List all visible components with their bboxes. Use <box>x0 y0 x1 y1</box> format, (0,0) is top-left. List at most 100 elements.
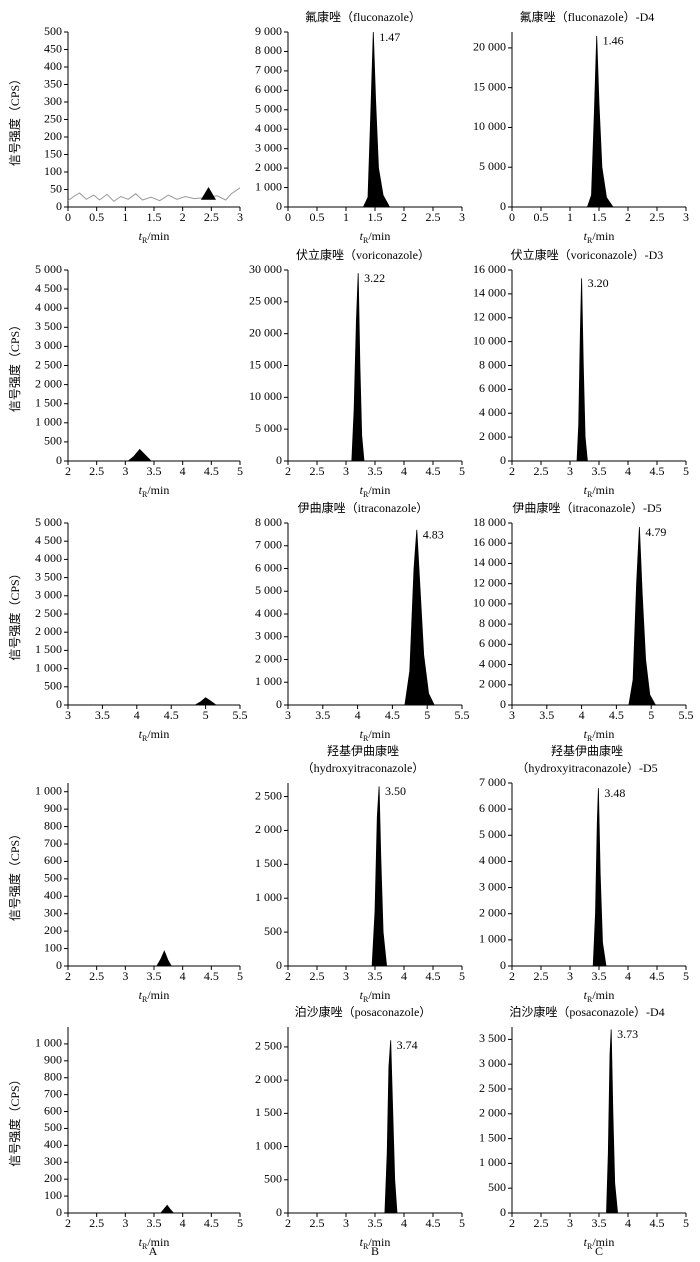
peak-label: 3.48 <box>604 786 625 800</box>
x-label-unit: /min <box>368 483 390 497</box>
x-tick-label: 3 <box>122 969 128 983</box>
x-tick-label: 5 <box>459 969 465 983</box>
x-tick-label: 5 <box>237 969 243 983</box>
y-tick-label: 4 000 <box>35 300 62 314</box>
x-tick-label: 1 <box>567 210 573 224</box>
x-tick-label: 5 <box>683 464 689 478</box>
y-tick-label: 2 000 <box>255 651 282 665</box>
y-tick-label: 800 <box>44 1069 62 1083</box>
x-tick-label: 4.5 <box>426 969 441 983</box>
y-tick-label: 0 <box>276 199 282 213</box>
y-tick-label: 0 <box>276 697 282 711</box>
y-tick-label: 0 <box>276 958 282 972</box>
x-tick-label: 4 <box>180 1216 186 1230</box>
x-tick-label: 4.5 <box>609 708 624 722</box>
x-tick-label: 4.5 <box>650 969 665 983</box>
y-tick-label: 800 <box>44 818 62 832</box>
y-tick-label: 1 000 <box>255 1138 282 1152</box>
x-tick-label: 3 <box>459 210 465 224</box>
y-tick-label: 7 000 <box>255 538 282 552</box>
y-tick-label: 9 000 <box>255 24 282 38</box>
chart-title: 伏立康唑（voriconazole） <box>296 247 430 262</box>
y-tick-label: 0 <box>500 199 506 213</box>
x-tick-label: 5 <box>424 708 430 722</box>
chart-title: 泊沙康唑（posaconazole） <box>295 1004 432 1019</box>
y-tick-label: 1 500 <box>255 856 282 870</box>
x-tick-label: 2 <box>509 464 515 478</box>
x-tick-label: 2 <box>65 1216 71 1230</box>
peak-area <box>68 950 240 967</box>
y-axis-label: 信号强度（CPS） <box>7 1073 22 1166</box>
x-tick-label: 4 <box>180 969 186 983</box>
x-tick-label: 2 <box>509 1216 515 1230</box>
x-axis-label: tR/min <box>584 727 615 743</box>
x-tick-label: 5 <box>683 1216 689 1230</box>
y-tick-label: 2 000 <box>479 677 506 691</box>
chart-title: （hydroxyitraconazole）-D5 <box>516 761 657 775</box>
y-tick-label: 4 000 <box>479 853 506 867</box>
x-tick-label: 5 <box>237 464 243 478</box>
x-tick-label: 4.5 <box>426 464 441 478</box>
y-tick-label: 4 000 <box>35 551 62 565</box>
x-tick-label: 3 <box>343 1216 349 1230</box>
peak-area <box>512 1029 686 1214</box>
x-label-symbol: t <box>360 727 364 741</box>
y-tick-label: 500 <box>264 924 282 938</box>
panel-label: B <box>371 1244 379 1258</box>
y-tick-label: 0 <box>500 453 506 467</box>
x-tick-label: 1.5 <box>368 210 383 224</box>
x-label-subscript: R <box>142 1242 148 1251</box>
y-tick-label: 1 500 <box>35 395 62 409</box>
y-tick-label: 25 000 <box>249 294 282 308</box>
y-tick-label: 1 000 <box>35 415 62 429</box>
x-label-symbol: t <box>360 229 364 243</box>
y-tick-label: 900 <box>44 1053 62 1067</box>
y-tick-label: 1 000 <box>35 783 62 797</box>
y-tick-label: 5 000 <box>255 583 282 597</box>
y-tick-label: 50 <box>50 181 62 195</box>
x-tick-label: 4 <box>401 1216 407 1230</box>
x-tick-label: 2.5 <box>204 210 219 224</box>
x-tick-label: 5.5 <box>679 708 694 722</box>
x-tick-label: 2.5 <box>310 969 325 983</box>
y-tick-label: 10 000 <box>473 119 506 133</box>
y-tick-label: 5 000 <box>479 159 506 173</box>
x-tick-label: 2.5 <box>534 969 549 983</box>
y-tick-label: 2 000 <box>479 905 506 919</box>
x-tick-label: 3 <box>343 464 349 478</box>
x-tick-label: 3.5 <box>147 464 162 478</box>
x-tick-label: 5 <box>203 708 209 722</box>
x-tick-label: 2.5 <box>534 1216 549 1230</box>
y-tick-label: 400 <box>44 1137 62 1151</box>
x-tick-label: 1.5 <box>592 210 607 224</box>
y-axis-label: 信号强度（CPS） <box>7 319 22 412</box>
x-label-symbol: t <box>584 727 588 741</box>
y-tick-label: 3 500 <box>479 1031 506 1045</box>
x-label-subscript: R <box>142 734 148 743</box>
y-tick-label: 500 <box>44 24 62 38</box>
x-tick-label: 2.5 <box>89 464 104 478</box>
y-tick-label: 5 000 <box>35 262 62 276</box>
y-tick-label: 18 000 <box>473 515 506 529</box>
y-tick-label: 400 <box>44 59 62 73</box>
y-tick-label: 6 000 <box>255 560 282 574</box>
x-label-symbol: t <box>584 229 588 243</box>
x-axis-label: tR/min <box>139 988 170 1004</box>
x-label-symbol: t <box>584 1235 588 1249</box>
peak-label: 3.74 <box>397 1038 418 1052</box>
x-tick-label: 4.5 <box>204 969 219 983</box>
x-tick-label: 0 <box>285 210 291 224</box>
y-tick-label: 15 000 <box>249 357 282 371</box>
x-label-unit: /min <box>147 483 169 497</box>
x-tick-label: 2.5 <box>310 1216 325 1230</box>
x-tick-label: 1 <box>343 210 349 224</box>
x-axis-label: tR/min <box>360 988 391 1004</box>
y-tick-label: 20 000 <box>473 40 506 54</box>
x-label-symbol: t <box>139 483 143 497</box>
x-tick-label: 0.5 <box>89 210 104 224</box>
y-axis-label: 信号强度（CPS） <box>7 73 22 166</box>
y-tick-label: 6 000 <box>479 801 506 815</box>
peak-area <box>68 448 240 462</box>
y-tick-label: 0 <box>276 1205 282 1219</box>
